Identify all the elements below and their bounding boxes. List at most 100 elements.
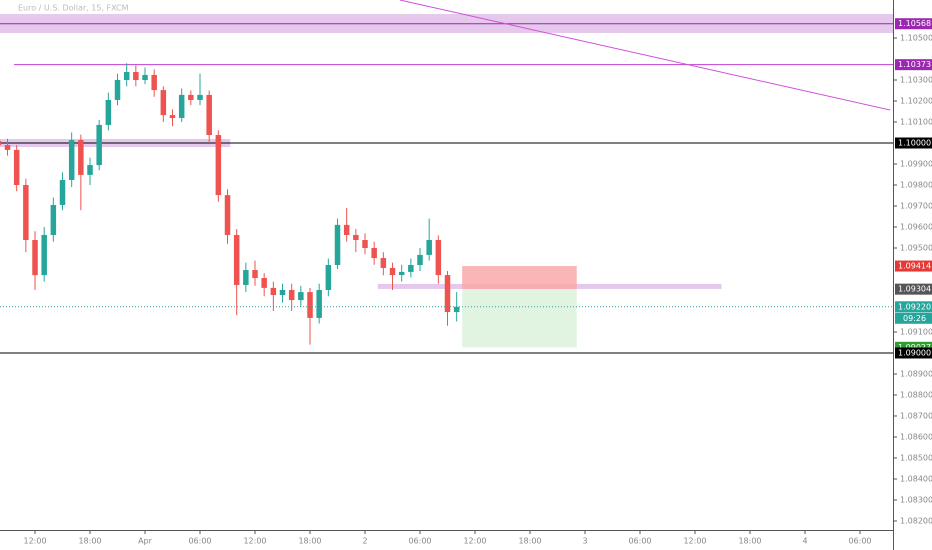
candle-body [252, 270, 258, 279]
candle-body [123, 72, 130, 81]
candle-body [32, 240, 38, 276]
x-tick-label: 4 [802, 537, 807, 546]
candle-body [188, 94, 194, 100]
y-tick-label: 1.10200 [900, 97, 932, 106]
candle-body [59, 179, 66, 205]
x-tick-label: 12:00 [683, 537, 706, 546]
y-tick-label: 1.09700 [900, 201, 932, 210]
countdown-label: 09:26 [903, 314, 926, 323]
candle-body [87, 165, 93, 175]
candle-body [142, 74, 148, 81]
y-tick-label: 1.08800 [900, 390, 932, 399]
y-tick-label: 1.10100 [900, 118, 932, 127]
candle-body [334, 224, 341, 265]
candle-body [435, 240, 442, 276]
y-tick-label: 1.09800 [900, 180, 932, 189]
candle-body [398, 271, 405, 276]
x-tick-label: 18:00 [518, 537, 541, 546]
y-tick-label: 1.08600 [900, 432, 932, 441]
price-tag [895, 137, 932, 149]
y-tick-label: 1.08200 [900, 516, 932, 525]
countdown-tag [895, 312, 932, 324]
y-tick-label: 1.09900 [900, 159, 932, 168]
price-axis-bg [893, 0, 932, 550]
candle-body [362, 240, 368, 248]
candle-body [261, 278, 267, 288]
candle-body [133, 72, 139, 81]
candle-body [279, 289, 286, 296]
candle-body [50, 204, 57, 235]
candle-body [353, 234, 359, 241]
y-tick-label: 1.08300 [900, 495, 932, 504]
chart-title: Euro / U.S. Dollar, 15, FXCM [18, 4, 129, 13]
x-tick-label: 12:00 [243, 537, 266, 546]
candle-body [298, 292, 304, 301]
candle-body [243, 270, 249, 285]
price-tag [895, 18, 932, 30]
candle-body [233, 234, 240, 285]
candle-body [380, 258, 387, 268]
price-tag [895, 59, 932, 71]
candle-body [426, 240, 432, 255]
candle-body [325, 265, 332, 290]
candle-body [105, 99, 112, 125]
candle-body [68, 140, 75, 180]
x-tick-label: 12:00 [463, 537, 486, 546]
y-tick-label: 1.08500 [900, 453, 932, 462]
x-tick-label: 06:00 [408, 537, 431, 546]
candle-body [215, 135, 222, 196]
price-tag [895, 260, 932, 272]
price-tag-label: 1.10373 [898, 60, 931, 69]
candle-body [23, 184, 29, 241]
x-tick-label: 06:00 [628, 537, 651, 546]
candle-body [197, 94, 203, 100]
zone [462, 289, 577, 348]
price-tag [895, 341, 932, 353]
x-tick-label: 18:00 [298, 537, 321, 546]
candle-body [78, 140, 84, 175]
zone [462, 266, 577, 290]
y-tick-label: 1.09100 [900, 327, 932, 336]
layer-marks [0, 63, 893, 345]
candle-body [417, 254, 423, 265]
candle-body [160, 90, 167, 116]
candle-body [0, 140, 2, 146]
level-line [399, 0, 891, 111]
x-tick-label: 3 [582, 537, 587, 546]
candle-body [453, 306, 460, 313]
candle-body [270, 287, 277, 296]
price-tag [895, 301, 932, 313]
candle-body [371, 247, 377, 259]
y-tick-label: 1.08700 [900, 411, 932, 420]
x-tick-label: 18:00 [78, 537, 101, 546]
y-tick-label: 1.10500 [900, 34, 932, 43]
candle-body [4, 145, 11, 150]
price-tag-label: 1.09027 [898, 343, 931, 352]
candle-body [343, 224, 350, 235]
candle-body [307, 292, 313, 318]
x-tick-label: Apr [138, 537, 153, 546]
candle-body [389, 267, 396, 276]
price-tag [895, 347, 932, 359]
price-tag-label: 1.09220 [898, 302, 931, 311]
candle-body [408, 265, 414, 272]
candle-body [288, 289, 295, 301]
y-tick-label: 1.08900 [900, 369, 932, 378]
x-tick-label: 06:00 [848, 537, 871, 546]
price-tag [895, 283, 932, 295]
price-tag-label: 1.09304 [898, 285, 931, 294]
y-tick-label: 1.10300 [900, 76, 932, 85]
candle-body [178, 94, 185, 119]
y-tick-label: 1.08400 [900, 474, 932, 483]
candle-body [169, 115, 176, 119]
x-tick-label: 06:00 [188, 537, 211, 546]
candle-body [96, 124, 102, 166]
x-tick-label: 12:00 [23, 537, 46, 546]
candle-body [444, 275, 451, 313]
candle-body [114, 80, 121, 100]
price-tag-label: 1.10000 [898, 138, 931, 147]
candle-body [206, 94, 212, 136]
x-tick-label: 2 [362, 537, 367, 546]
